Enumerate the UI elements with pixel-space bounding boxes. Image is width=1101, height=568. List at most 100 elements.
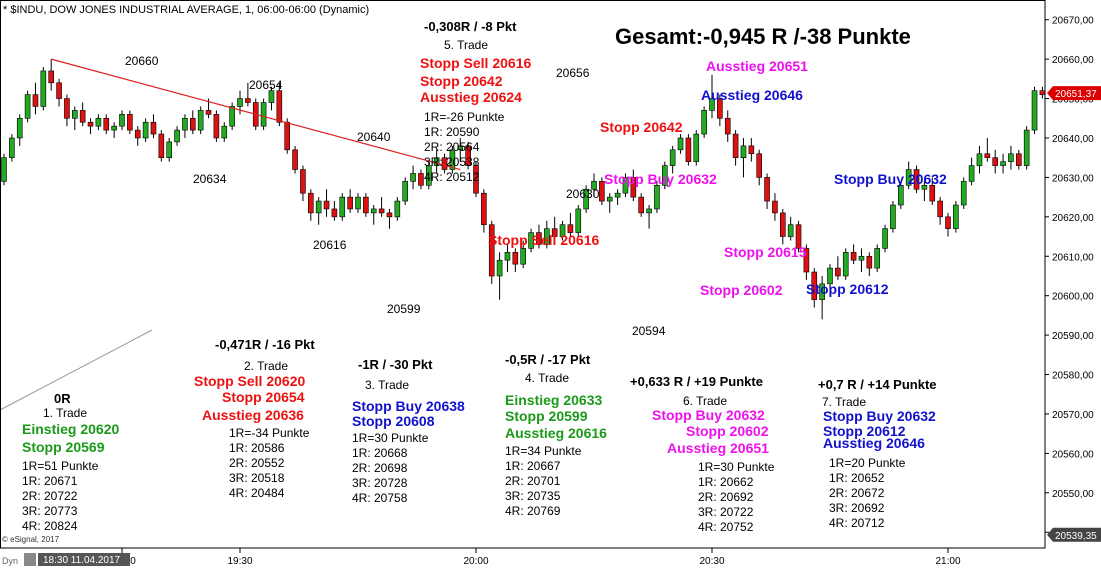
candle: [229, 102, 235, 131]
y-tick-label: 20550,00: [1052, 489, 1094, 500]
candle-body: [512, 252, 519, 265]
candle: [874, 244, 881, 273]
candle-body: [237, 98, 243, 107]
candle-body: [520, 248, 527, 265]
candle-body: [174, 129, 180, 143]
trade-target: 2R: 20672: [829, 486, 885, 500]
candle-body: [630, 177, 637, 198]
candle-body: [567, 224, 574, 233]
candle: [567, 212, 574, 237]
candle-body: [119, 114, 125, 127]
candle-body: [779, 212, 786, 237]
candle: [9, 134, 15, 162]
trade-target: 3R: 20735: [505, 489, 561, 503]
candle: [1031, 86, 1038, 135]
trade-target: 1R: 20586: [229, 441, 285, 455]
trade-target: 1R: 20668: [352, 446, 408, 460]
trade-result: -0,5R / -17 Pkt: [505, 352, 591, 367]
trade-risk: 1R=30 Punkte: [698, 460, 775, 474]
candles: [1, 58, 1046, 320]
candle: [40, 67, 47, 111]
candle: [441, 153, 448, 174]
candle: [842, 248, 849, 280]
y-tick-label: 20600,00: [1052, 292, 1094, 303]
candle-body: [937, 200, 943, 218]
candle-body: [410, 173, 416, 182]
candle: [292, 145, 298, 174]
swing-label: 20594: [632, 324, 666, 338]
candle: [897, 181, 904, 209]
candle: [701, 106, 707, 138]
candle: [622, 173, 629, 198]
candle: [606, 193, 613, 213]
candle-body: [488, 224, 495, 277]
y-tick-label: 20670,00: [1052, 16, 1094, 27]
trade-number: 4. Trade: [525, 371, 570, 385]
candle-body: [331, 208, 338, 218]
candle-body: [591, 181, 597, 190]
candle: [95, 114, 102, 131]
candle: [276, 82, 283, 127]
candle-body: [850, 252, 857, 261]
trade-order: Stopp 20599: [505, 408, 588, 424]
candle: [976, 145, 983, 174]
trade-order: Ausstieg 20624: [420, 89, 522, 105]
y-tick-label: 20580,00: [1052, 371, 1094, 382]
candle: [764, 173, 770, 209]
candle-body: [724, 117, 731, 135]
trade-number: 7. Trade: [822, 395, 867, 409]
candle-body: [425, 165, 432, 186]
candle: [504, 244, 511, 273]
trade-target: 1R: 20652: [829, 471, 885, 485]
trade-target: 4R: 20512: [424, 170, 480, 184]
trade-order: Stopp 20642: [420, 73, 503, 89]
candle: [48, 59, 55, 91]
candle-body: [32, 94, 39, 107]
candle-body: [315, 200, 322, 214]
candle-body: [945, 216, 951, 229]
candle: [685, 134, 692, 166]
candle-body: [276, 90, 283, 123]
candle-body: [150, 121, 157, 135]
candle: [858, 248, 865, 273]
trade-target: 1R: 20667: [505, 459, 561, 473]
candle-body: [142, 121, 149, 139]
candle: [819, 275, 825, 320]
candle-body: [654, 184, 660, 210]
candle-body: [677, 137, 684, 151]
candle-body: [693, 133, 700, 162]
y-tick-label: 20640,00: [1052, 134, 1094, 145]
candle: [661, 161, 668, 190]
candle: [937, 197, 943, 225]
trade-order: Ausstieg 20636: [202, 407, 304, 423]
candle-body: [551, 228, 558, 237]
candle: [929, 177, 936, 206]
candle-body: [543, 228, 550, 245]
chart-annotation: Stopp 20615: [724, 244, 807, 260]
candle-body: [182, 117, 188, 131]
candle: [779, 208, 786, 245]
candle-body: [9, 137, 15, 158]
candle: [575, 205, 582, 237]
y-tick-label: 20620,00: [1052, 213, 1094, 224]
candle: [1015, 149, 1022, 170]
trade-order: Einstieg 20633: [505, 392, 603, 408]
candle: [481, 189, 487, 233]
candle: [756, 149, 763, 186]
chart-annotation: Ausstieg 20651: [706, 58, 808, 74]
trade-order: Stopp 20608: [352, 413, 435, 429]
guide-line: [0, 329, 153, 411]
candle-body: [764, 177, 770, 202]
candle-body: [95, 117, 102, 127]
candle: [378, 197, 385, 217]
candle: [748, 137, 755, 162]
candle: [449, 145, 456, 174]
candle-body: [984, 153, 991, 158]
trade-target: 4R: 20758: [352, 491, 408, 505]
candle: [866, 252, 873, 276]
candle: [960, 177, 967, 209]
candle: [1023, 126, 1030, 170]
candle-body: [213, 114, 220, 139]
candle-body: [339, 196, 346, 218]
